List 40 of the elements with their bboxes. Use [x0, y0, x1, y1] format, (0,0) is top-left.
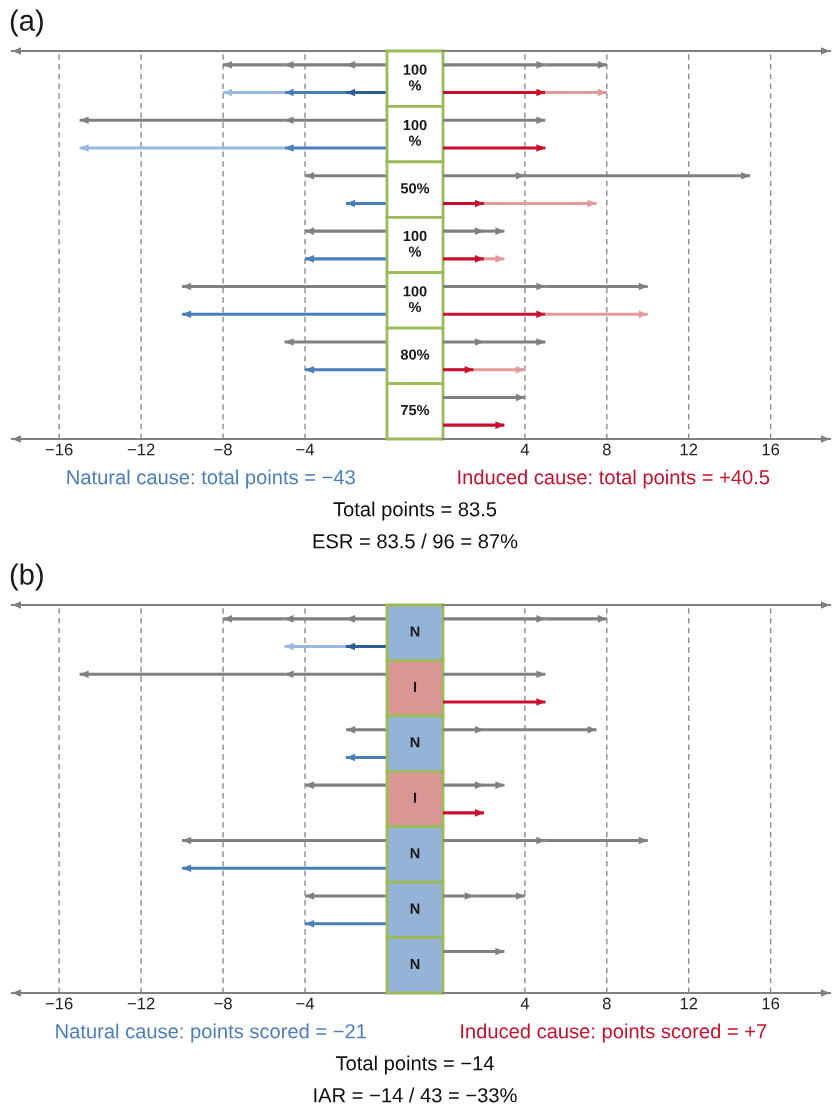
x-tick-label: 16 — [762, 443, 780, 456]
category-label: I — [413, 792, 417, 803]
x-tick-label: −8 — [214, 997, 232, 1010]
x-tick-label: 16 — [762, 997, 780, 1010]
x-tick-label: 8 — [602, 997, 611, 1010]
x-tick-label: −12 — [127, 997, 155, 1010]
x-tick-label: 4 — [520, 997, 530, 1010]
category-label: 50% — [400, 183, 430, 194]
category-label: 100 % — [403, 64, 427, 91]
category-label: N — [410, 903, 420, 914]
category-label: I — [413, 681, 417, 692]
x-tick-label: −16 — [45, 443, 73, 456]
category-label: N — [410, 626, 420, 637]
x-tick-label: −12 — [127, 443, 155, 456]
x-tick-label: −4 — [296, 997, 315, 1010]
x-tick-label: −16 — [45, 997, 73, 1010]
category-label: 100 % — [403, 286, 427, 313]
text: IAR = −14 / 43 = −33% — [314, 1087, 517, 1103]
text: Total points = 83.5 — [333, 501, 497, 521]
x-tick-label: −4 — [296, 443, 315, 456]
category-label: N — [410, 737, 420, 748]
x-tick-label: 4 — [520, 443, 530, 456]
text: Total points = −14 — [335, 1055, 494, 1075]
category-label: N — [410, 848, 420, 859]
x-tick-label: −8 — [214, 443, 232, 456]
category-label: 75% — [401, 404, 430, 416]
chart-title: (b) — [10, 563, 43, 591]
text: Induced cause: points scored = +7 — [461, 1023, 767, 1043]
category-label: 80% — [400, 349, 430, 360]
category-label: 100 % — [403, 230, 427, 257]
category-label: N — [410, 959, 420, 970]
x-tick-label: 12 — [680, 997, 698, 1010]
x-tick-label: 8 — [602, 443, 611, 456]
category-label: 100 % — [403, 119, 427, 146]
text: Induced cause: total points = +40.5 — [458, 469, 770, 489]
text: Natural cause: total points = −43 — [67, 469, 355, 489]
x-tick-label: 12 — [680, 443, 698, 456]
chart-title: (a) — [10, 9, 43, 37]
text: ESR = 83.5 / 96 = 87% — [313, 533, 518, 549]
text: Natural cause: points scored = −21 — [56, 1023, 366, 1043]
